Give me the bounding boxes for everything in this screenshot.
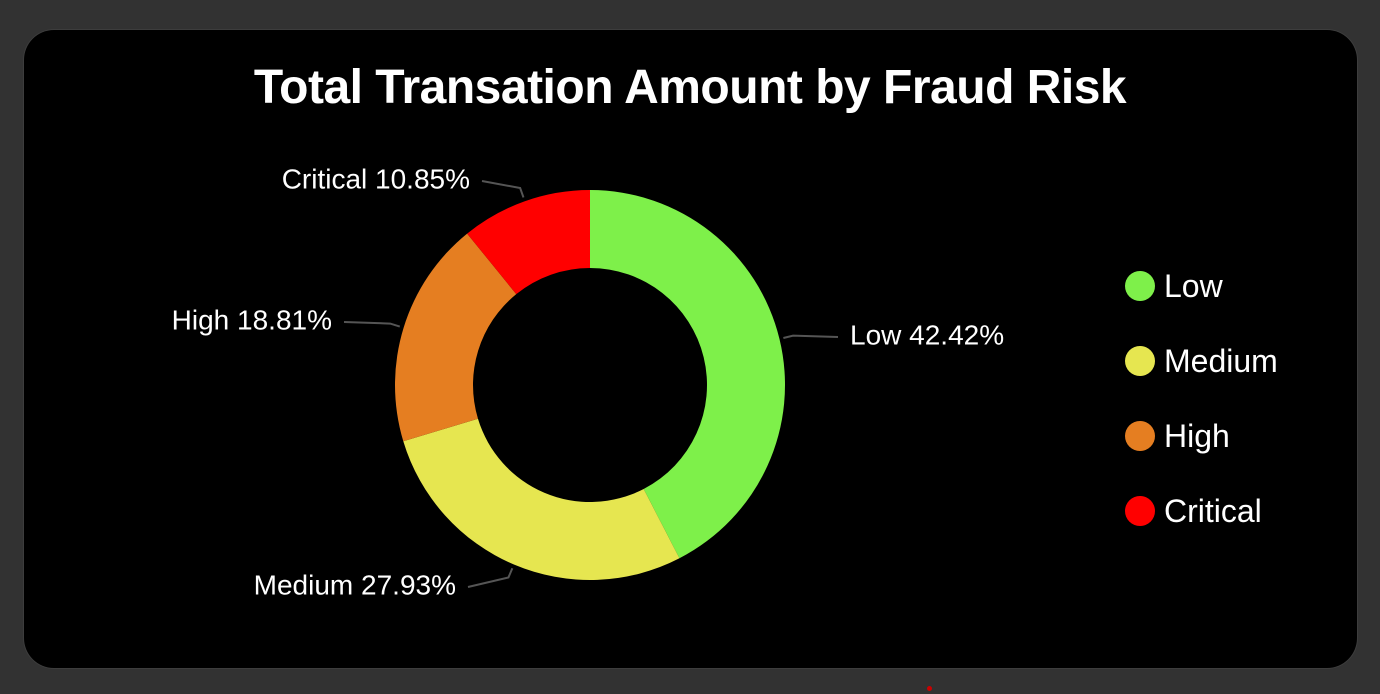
donut-slice-critical[interactable] xyxy=(467,190,590,295)
legend-swatch-low xyxy=(1125,270,1155,301)
legend-label-medium: Medium xyxy=(1164,342,1278,379)
legend-item-critical[interactable]: Critical xyxy=(1125,473,1345,548)
legend-item-low[interactable]: Low xyxy=(1125,248,1345,323)
legend-label-critical: Critical xyxy=(1164,492,1262,529)
donut-slice-high[interactable] xyxy=(395,233,517,442)
leader-line-low xyxy=(783,334,839,340)
data-label-high: High 18.81% xyxy=(172,304,332,335)
donut-slice-medium[interactable] xyxy=(403,418,680,580)
leader-line-critical xyxy=(481,180,525,198)
legend-swatch-high xyxy=(1125,420,1155,451)
legend-label-low: Low xyxy=(1164,267,1223,304)
legend-swatch-medium xyxy=(1125,345,1155,376)
legend-swatch-critical xyxy=(1125,495,1155,526)
chart-legend: Low Medium High Critical xyxy=(1125,248,1345,548)
marker-dot xyxy=(927,686,932,691)
leader-line-high xyxy=(343,321,401,328)
legend-item-high[interactable]: High xyxy=(1125,398,1345,473)
leader-line-medium xyxy=(467,567,514,588)
data-label-medium: Medium 27.93% xyxy=(254,569,456,600)
chart-title: Total Transation Amount by Fraud Risk xyxy=(253,61,1127,114)
legend-item-medium[interactable]: Medium xyxy=(1125,323,1345,398)
legend-label-high: High xyxy=(1164,417,1230,454)
data-label-low: Low 42.42% xyxy=(850,319,1004,350)
data-label-critical: Critical 10.85% xyxy=(282,163,470,194)
donut-slice-low[interactable] xyxy=(590,190,785,559)
